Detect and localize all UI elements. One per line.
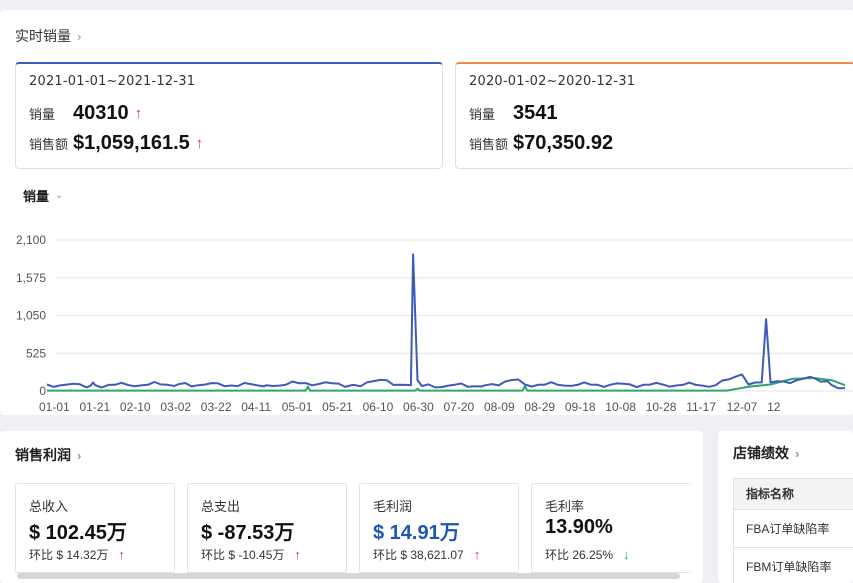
previous-qty-value: 3541: [513, 102, 558, 124]
x-tick-label: 06-10: [363, 400, 394, 414]
y-tick-label: 525: [26, 346, 46, 360]
kpi-label: 总支出: [201, 499, 241, 514]
kpi-change: 环比 $ 14.32万 ↑: [29, 546, 125, 563]
kpi-change: 环比 26.25% ↓: [545, 546, 630, 563]
x-tick-label: 07-20: [444, 400, 475, 414]
x-tick-label: 01-01: [39, 400, 70, 414]
series-line-previous: [47, 377, 846, 392]
kpi-card-revenue: 总收入 $ 102.45万 环比 $ 14.32万 ↑: [15, 483, 175, 573]
y-tick-label: 0: [39, 384, 46, 398]
current-qty-label: 销量: [29, 107, 56, 122]
previous-sales-label: 销售额: [469, 137, 509, 152]
previous-period-card: 2020-01-02~2020-12-31 销量 3541 销售额 $70,35…: [455, 62, 853, 169]
realtime-title-link[interactable]: 实时销量 ›: [15, 26, 81, 46]
kpi-card-gross-profit: 毛利润 $ 14.91万 环比 $ 38,621.07 ↑: [359, 483, 519, 573]
x-tick-label: 09-18: [565, 400, 596, 414]
x-tick-label: 02-10: [120, 400, 151, 414]
current-sales-row: 销售额 $1,059,161.5 ↑: [29, 132, 203, 155]
kpi-change-text: 环比 $ -10.45万: [201, 548, 285, 562]
shop-title: 店铺绩效: [733, 445, 789, 461]
current-sales-value: $1,059,161.5: [73, 132, 190, 154]
kpi-change-text: 环比 $ 38,621.07: [373, 548, 464, 562]
x-tick-label: 08-29: [524, 400, 555, 414]
kpi-change-text: 环比 26.25%: [545, 548, 614, 562]
current-period-card: 2021-01-01~2021-12-31 销量 40310 ↑ 销售额 $1,…: [15, 62, 443, 169]
table-header: 指标名称: [733, 479, 853, 509]
shop-title-link[interactable]: 店铺绩效 ›: [733, 443, 799, 463]
y-tick-label: 2,100: [16, 233, 46, 247]
table-row: FBM订单缺陷率: [733, 547, 853, 583]
chevron-right-icon: ›: [795, 445, 800, 461]
chevron-right-icon: ›: [77, 28, 82, 44]
profit-title-link[interactable]: 销售利润 ›: [15, 445, 81, 465]
kpi-card-gross-margin: 毛利率 13.90% 环比 26.25% ↓: [531, 483, 691, 573]
previous-qty-row: 销量 3541: [469, 102, 558, 125]
table-row: FBA订单缺陷率: [733, 509, 853, 547]
x-tick-label: 11-17: [686, 400, 716, 414]
current-sales-label: 销售额: [29, 137, 69, 152]
kpi-value: 13.90%: [545, 516, 613, 538]
previous-sales-value: $70,350.92: [513, 132, 614, 154]
metric-dropdown-label: 销量: [23, 189, 50, 204]
current-qty-row: 销量 40310 ↑: [29, 102, 142, 125]
arrow-up-icon: ↑: [118, 547, 125, 562]
kpi-label: 总收入: [29, 499, 69, 514]
y-tick-label: 1,575: [16, 271, 46, 285]
kpi-card-expense: 总支出 $ -87.53万 环比 $ -10.45万 ↑: [187, 483, 347, 573]
x-tick-label: 12: [767, 400, 781, 414]
x-tick-label: 06-30: [403, 400, 434, 414]
realtime-title: 实时销量: [15, 28, 71, 44]
previous-sales-row: 销售额 $70,350.92: [469, 132, 613, 155]
sales-line-chart: 2,100 1,575 1,050 525 0 01-01 01-21 02-10 03-02…: [16, 233, 853, 414]
x-tick-label: 08-09: [484, 400, 515, 414]
y-tick-label: 1,050: [16, 309, 46, 323]
arrow-up-icon: ↑: [195, 135, 204, 152]
x-tick-label: 10-08: [605, 400, 636, 414]
x-tick-label: 04-11: [241, 400, 271, 414]
kpi-label: 毛利润: [373, 499, 413, 514]
metric-dropdown[interactable]: 销量 ⌄: [23, 186, 63, 205]
x-tick-label: 05-01: [282, 400, 313, 414]
kpi-change: 环比 $ -10.45万 ↑: [201, 546, 301, 563]
x-tick-label: 01-21: [79, 400, 110, 414]
chevron-right-icon: ›: [77, 447, 82, 463]
x-tick-label: 03-02: [160, 400, 191, 414]
kpi-value: $ 14.91万: [373, 522, 460, 544]
realtime-sales-panel: 实时销量 › 2021-01-01~2021-12-31 销量 40310 ↑ …: [0, 10, 853, 415]
kpi-label: 毛利率: [545, 499, 585, 514]
kpi-value: $ 102.45万: [29, 522, 127, 544]
previous-range: 2020-01-02~2020-12-31: [469, 74, 636, 89]
arrow-down-icon: ↓: [623, 547, 630, 562]
x-tick-label: 03-22: [201, 400, 232, 414]
kpi-change: 环比 $ 38,621.07 ↑: [373, 546, 480, 563]
shop-performance-panel: 店铺绩效 › 指标名称 FBA订单缺陷率 FBM订单缺陷率: [718, 431, 853, 583]
arrow-up-icon: ↑: [134, 105, 143, 122]
current-range: 2021-01-01~2021-12-31: [29, 74, 196, 89]
x-tick-label: 05-21: [322, 400, 353, 414]
horizontal-scrollbar[interactable]: [17, 573, 680, 579]
x-tick-label: 10-28: [646, 400, 677, 414]
arrow-up-icon: ↑: [473, 547, 481, 562]
current-qty-value: 40310: [73, 102, 129, 124]
profit-title: 销售利润: [15, 447, 71, 463]
series-line-current: [46, 253, 846, 390]
kpi-change-text: 环比 $ 14.32万: [29, 548, 109, 562]
previous-qty-label: 销量: [469, 107, 496, 122]
kpi-value: $ -87.53万: [201, 522, 295, 544]
chevron-down-icon: ⌄: [55, 190, 64, 201]
shop-metrics-table: 指标名称 FBA订单缺陷率 FBM订单缺陷率: [733, 478, 853, 583]
x-tick-label: 12-07: [727, 400, 758, 414]
sales-profit-panel: 销售利润 › 总收入 $ 102.45万 环比 $ 14.32万 ↑ 总支出 $…: [0, 431, 703, 583]
arrow-up-icon: ↑: [294, 547, 301, 562]
